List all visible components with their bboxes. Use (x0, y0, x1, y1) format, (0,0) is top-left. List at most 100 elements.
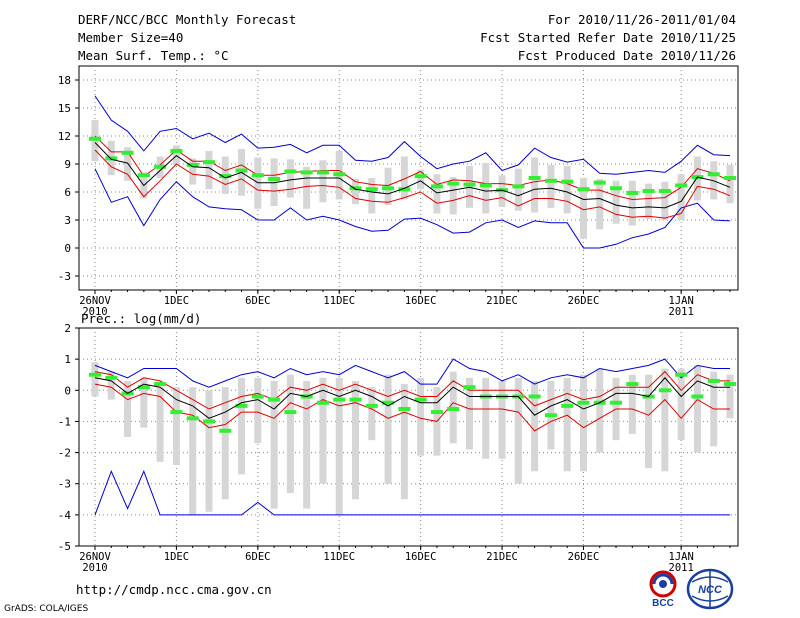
spread-bar (270, 380, 278, 509)
observed-marker (414, 397, 427, 402)
spread-bar (124, 380, 132, 437)
spread-bar (645, 374, 653, 469)
y-tick-label: 12 (58, 130, 71, 143)
started-date: Fcst Started Refer Date 2010/11/25 (480, 30, 736, 45)
lower-std-line (94, 149, 731, 219)
spread-bar (726, 164, 734, 204)
min-line (94, 168, 731, 249)
observed-marker (544, 413, 557, 418)
bcc-logo-text: BCC (652, 598, 674, 608)
grads-credit: GrADS: COLA/IGES (4, 604, 89, 614)
observed-marker (512, 184, 525, 189)
observed-marker (610, 400, 623, 405)
mean-line (94, 142, 731, 209)
spread-bar (661, 181, 669, 220)
x-tick-label: 21DEC (486, 551, 518, 563)
x-tick-label: 1DEC (164, 295, 189, 307)
y-tick-label: -1 (58, 415, 71, 428)
x-tick-label: 11DEC (323, 295, 355, 307)
observed-marker (154, 382, 167, 387)
observed-marker (251, 394, 264, 399)
observed-marker (170, 148, 183, 153)
spread-bar (352, 380, 360, 500)
x-tick-label: 26NOV (79, 295, 111, 307)
observed-marker (577, 187, 590, 192)
spread-bar (612, 180, 620, 224)
y-tick-label: -2 (58, 447, 71, 460)
y-tick-label: 1 (64, 353, 71, 366)
spread-bar (482, 377, 490, 459)
observed-marker (577, 400, 590, 405)
x-tick-label: 26DEC (568, 551, 600, 563)
spread-bar (482, 163, 490, 214)
spread-bar (124, 147, 132, 181)
spread-bar (596, 178, 604, 230)
x-tick-label: 11DEC (323, 551, 355, 563)
max-line (94, 358, 730, 388)
spread-bar (726, 374, 734, 419)
spread-bar (579, 178, 587, 239)
observed-marker (691, 394, 704, 399)
spread-bar (514, 377, 522, 484)
observed-marker (479, 183, 492, 188)
spread-bar (156, 387, 164, 462)
observed-marker (675, 183, 688, 188)
ncc-logo: NCC (686, 568, 734, 610)
spread-bar (417, 377, 425, 456)
x-tick-label: 1DEC (164, 551, 189, 563)
observed-marker (430, 410, 443, 415)
observed-marker (463, 385, 476, 390)
produced-date: Fcst Produced Date 2010/11/26 (517, 48, 736, 63)
x-tick-label: 1JAN (669, 551, 694, 563)
member-size: Member Size=40 (78, 30, 184, 45)
observed-marker (382, 400, 395, 405)
spread-bar (417, 169, 425, 190)
x-tick-label: 2010 (82, 562, 107, 574)
observed-marker (707, 378, 720, 383)
spread-bar (91, 362, 99, 397)
spread-bar (628, 374, 636, 434)
spread-bar (628, 180, 636, 226)
observed-marker (414, 174, 427, 179)
observed-marker (186, 162, 199, 167)
observed-marker (89, 372, 101, 377)
spread-bar (205, 390, 213, 512)
y-tick-label: -3 (58, 270, 71, 283)
spread-bar (254, 377, 262, 444)
spread-bar (498, 380, 506, 459)
panel-title: Prec.: log(mm/d) (81, 311, 201, 326)
observed-marker (561, 179, 574, 184)
y-tick-label: 6 (64, 186, 71, 199)
y-tick-label: 18 (58, 74, 71, 87)
observed-marker (658, 189, 671, 194)
spread-bar (677, 174, 685, 220)
spread-bar (205, 150, 213, 190)
source-url[interactable]: http://cmdp.ncc.cma.gov.cn (76, 582, 272, 597)
y-tick-label: -3 (58, 478, 71, 491)
spread-bar (238, 377, 246, 475)
spread-bar (335, 377, 343, 515)
observed-marker (316, 170, 329, 175)
observed-marker (724, 382, 736, 387)
y-tick-label: 0 (64, 384, 71, 397)
spread-bar (514, 168, 522, 211)
observed-marker (528, 394, 541, 399)
observed-marker (300, 170, 313, 175)
observed-marker (724, 176, 736, 180)
min-line (94, 469, 730, 516)
observed-marker (658, 388, 671, 393)
x-tick-label: 1JAN (669, 295, 694, 307)
spread-bar (563, 165, 571, 214)
observed-marker (235, 168, 248, 173)
spread-bar (677, 368, 685, 441)
spread-bar (547, 164, 555, 208)
spread-bar (433, 174, 441, 214)
x-tick-label: 26DEC (568, 295, 600, 307)
observed-marker (365, 187, 378, 192)
spread-bar (107, 371, 115, 400)
observed-marker (154, 164, 167, 169)
x-tick-label: 16DEC (405, 551, 437, 563)
x-tick-label: 2011 (669, 306, 694, 318)
